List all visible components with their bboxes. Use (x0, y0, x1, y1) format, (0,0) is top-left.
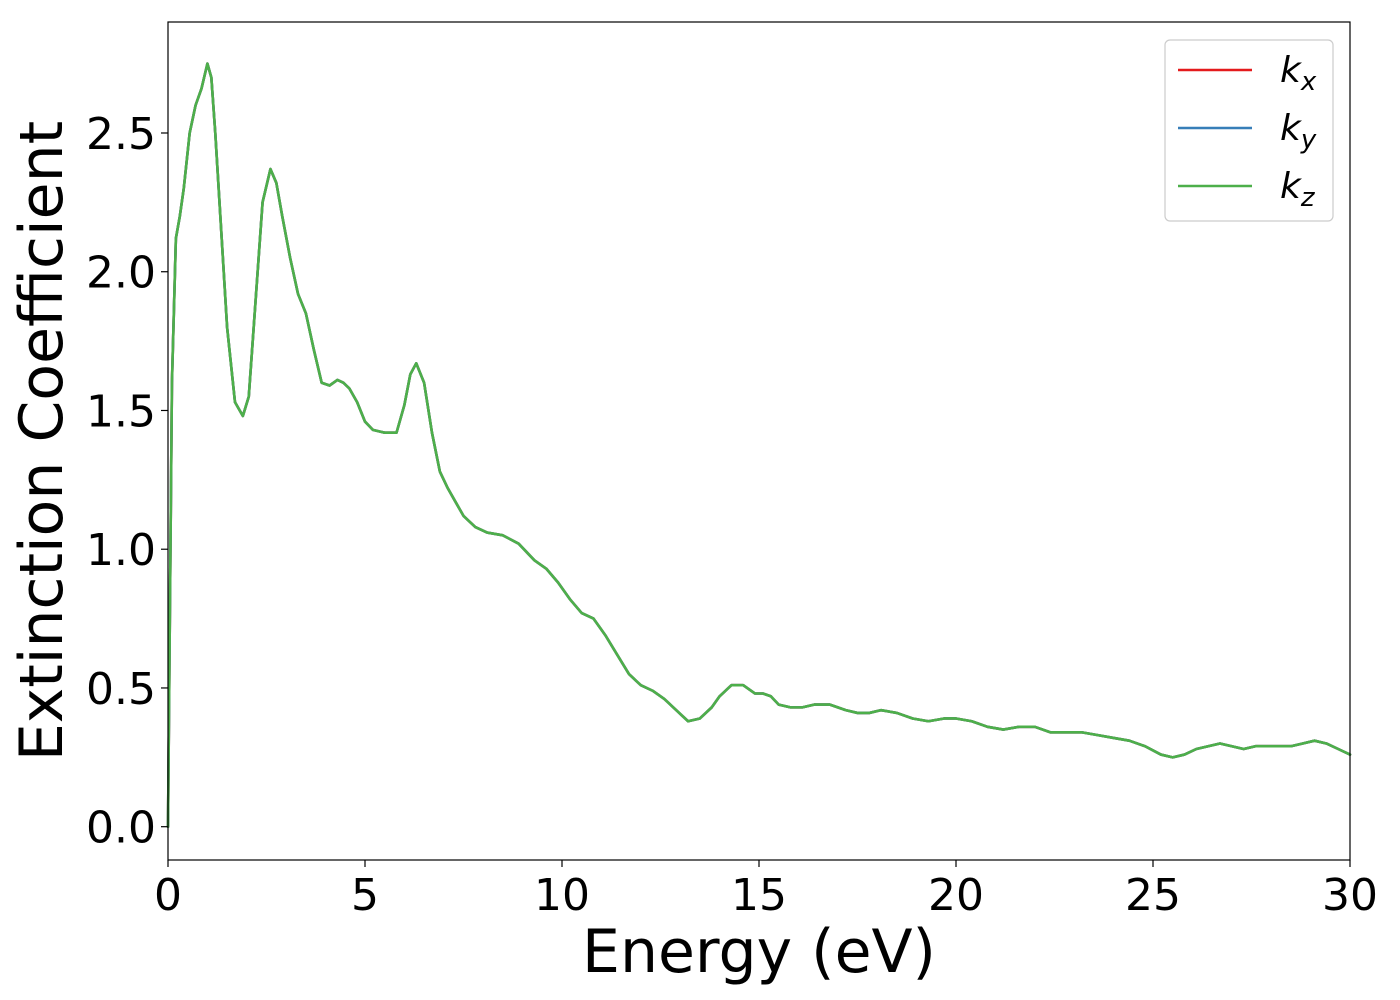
x-tick-label: 5 (351, 870, 379, 921)
y-tick-label: 2.0 (86, 248, 156, 299)
x-tick-label: 30 (1322, 870, 1378, 921)
series-line-kz (166, 62, 1352, 828)
x-tick-label: 25 (1125, 870, 1181, 921)
y-tick-label: 0.0 (86, 803, 156, 854)
x-tick-label: 15 (731, 870, 787, 921)
series-layer (166, 62, 1352, 828)
x-tick-label: 0 (154, 870, 182, 921)
y-axis-title: Extinction Coefficient (7, 121, 77, 761)
legend-box (1164, 39, 1334, 222)
x-axis: 0 5 10 15 20 25 30 (154, 860, 1378, 921)
x-tick-label: 20 (928, 870, 984, 921)
y-tick-label: 2.5 (86, 109, 156, 160)
x-axis-title: Energy (eV) (582, 917, 936, 987)
y-axis: 0.0 0.5 1.0 1.5 2.0 2.5 (86, 109, 168, 854)
legend-label-kx: kx (1280, 50, 1317, 97)
y-tick-label: 1.5 (86, 386, 156, 437)
legend: kx ky kz (1164, 39, 1334, 222)
x-tick-label: 10 (534, 870, 590, 921)
legend-label-kz: kz (1280, 166, 1316, 213)
legend-label-ky: ky (1280, 108, 1317, 155)
y-tick-label: 0.5 (86, 664, 156, 715)
y-tick-label: 1.0 (86, 525, 156, 576)
